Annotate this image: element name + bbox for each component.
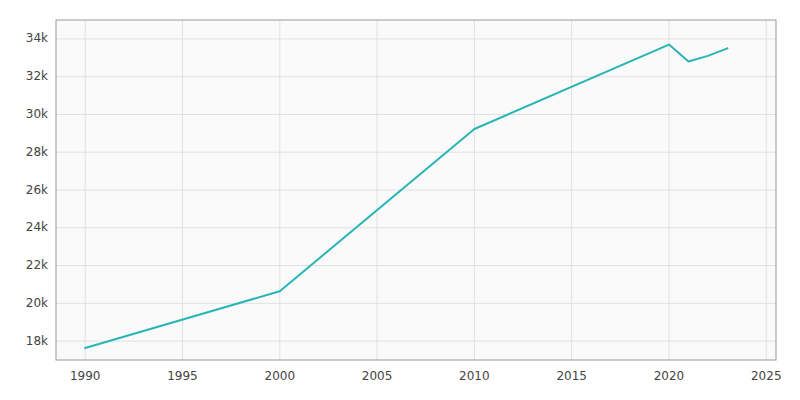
- plot-frame: [56, 20, 776, 360]
- grid: [56, 20, 776, 360]
- axes: 18k 20k 22k 24k 26k 28k 30k 32k 34k 1990 1995 2000 2…: [26, 31, 782, 383]
- y-tick-label: 18k: [26, 334, 48, 348]
- y-grid-line: [56, 114, 776, 115]
- y-tick-label: 22k: [26, 258, 48, 272]
- x-tick-label: 1995: [167, 369, 198, 383]
- y-grid-line: [56, 190, 776, 191]
- x-grid-line: [182, 20, 183, 360]
- y-tick-label: 20k: [26, 296, 48, 310]
- y-grid-line: [56, 152, 776, 153]
- y-tick-label: 26k: [26, 183, 48, 197]
- y-tick-label: 32k: [26, 69, 48, 83]
- x-grid-line: [474, 20, 475, 360]
- line: [85, 45, 727, 348]
- x-tick-label: 2010: [459, 369, 490, 383]
- y-grid-line: [56, 38, 776, 39]
- y-grid-line: [56, 265, 776, 266]
- x-tick-label: 2015: [556, 369, 587, 383]
- x-tick-label: 2020: [654, 369, 685, 383]
- x-grid-line: [85, 20, 86, 360]
- x-tick-label: 2005: [362, 369, 393, 383]
- y-grid-line: [56, 227, 776, 228]
- x-tick-label: 1990: [70, 369, 101, 383]
- x-grid-line: [571, 20, 572, 360]
- y-grid-line: [56, 303, 776, 304]
- y-grid-line: [56, 76, 776, 77]
- x-tick-label: 2000: [265, 369, 296, 383]
- y-tick-label: 24k: [26, 220, 48, 234]
- plot-area: [56, 20, 776, 360]
- x-grid-line: [279, 20, 280, 360]
- x-grid-line: [766, 20, 767, 360]
- y-tick-label: 30k: [26, 107, 48, 121]
- series: [85, 45, 727, 348]
- y-tick-label: 34k: [26, 31, 48, 45]
- x-tick-label: 2025: [751, 369, 782, 383]
- y-grid-line: [56, 341, 776, 342]
- x-grid-line: [377, 20, 378, 360]
- chart: 18k 20k 22k 24k 26k 28k 30k 32k 34k 1990 1995 2000 2…: [0, 0, 800, 400]
- x-grid-line: [668, 20, 669, 360]
- y-tick-label: 28k: [26, 145, 48, 159]
